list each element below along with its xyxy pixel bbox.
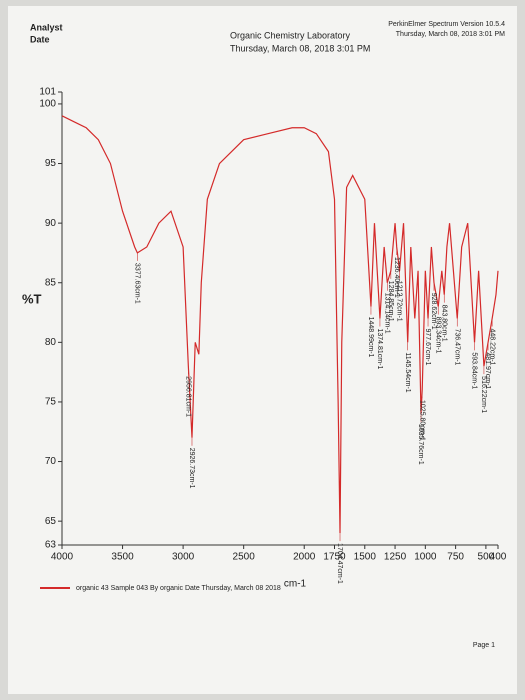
x-tick-label: 400 [490,552,507,563]
peak-label: 977.67cm-1 [424,329,431,366]
peak-label: 448.22cm-1 [488,329,495,366]
peak-label: 2926.73cm-1 [188,448,195,489]
y-tick-label: 95 [45,158,57,169]
x-tick-label: 750 [447,552,464,563]
x-tick-label: 2500 [233,552,256,563]
x-axis-label: cm-1 [284,579,307,590]
x-tick-label: 3500 [111,552,134,563]
peak-label: 516.22cm-1 [480,376,487,413]
peak-label: 3377.63cm-1 [134,263,141,304]
peak-label: 1314.14cm-1 [383,293,390,334]
analyst: Analyst [30,22,63,32]
spectrum-line [61,115,499,534]
x-tick-label: 1000 [414,552,437,563]
peak-label: 1704.47cm-1 [336,543,343,584]
software: PerkinElmer Spectrum Version 10.5.4 [388,21,505,28]
x-tick-label: 1250 [384,552,407,563]
y-tick-label: 90 [45,218,57,229]
x-tick-label: 3000 [172,552,195,563]
peak-label: 481.97cm-1 [484,352,491,389]
peak-label: 1212.72cm-1 [396,281,403,322]
lab-title: Organic Chemistry Laboratory [230,30,351,40]
paper [8,6,517,694]
peak-label: 1448.99cm-1 [367,317,374,358]
peak-label: 1025.80cm-1 [418,400,425,441]
x-tick-label: 2000 [293,552,316,563]
peak-label: 928.62cm-1 [430,293,437,330]
peak-label: 1236.40cm-1 [393,257,400,298]
y-tick-label: 101 [39,87,56,98]
peak-label: 2956.81cm-1 [184,376,191,417]
date-label: Date [30,34,50,44]
x-tick-label: 1750 [323,552,346,563]
x-tick-label: 1500 [354,552,377,563]
y-tick-label: 85 [45,277,57,288]
page-number: Page 1 [473,642,495,649]
peak-label: 736.47cm-1 [453,329,460,366]
peak-label: 593.84cm-1 [471,352,478,389]
peak-label: 1035.76cm-1 [417,424,424,465]
y-tick-label: 80 [45,337,57,348]
lab-datetime: Thursday, March 08, 2018 3:01 PM [230,43,370,53]
software-date: Thursday, March 08, 2018 3:01 PM [396,31,505,38]
y-axis-label: %T [22,291,42,306]
x-tick-label: 500 [478,552,495,563]
peak-label: 1374.81cm-1 [376,329,383,370]
y-tick-label: 75 [45,397,57,408]
y-tick-label: 63 [45,540,57,551]
peak-label: 843.80cm-1 [440,305,447,342]
peak-label: 1145.54cm-1 [404,352,411,392]
y-tick-label: 65 [45,516,57,527]
legend-label: organic 43 Sample 043 By organic Date Th… [76,585,281,592]
peak-label: 893.34cm-1 [434,317,441,354]
y-tick-label: 100 [39,99,56,110]
peak-label: 1284.85cm-1 [387,281,394,322]
x-tick-label: 4000 [51,552,74,563]
y-tick-label: 70 [45,456,57,467]
